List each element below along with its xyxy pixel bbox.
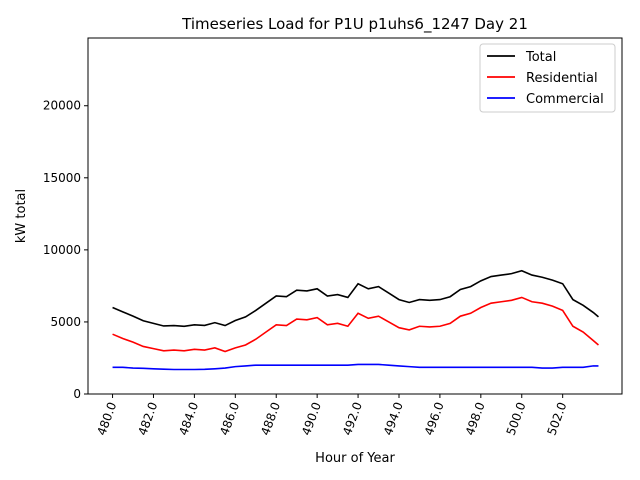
series-line-residential <box>112 296 599 353</box>
x-tick-label: 494.0 <box>381 400 406 437</box>
legend-label: Total <box>525 50 556 65</box>
x-tick-label: 496.0 <box>422 400 447 437</box>
x-tick-label: 486.0 <box>217 400 242 437</box>
series-line-total <box>112 269 599 328</box>
plot-frame <box>87 37 623 395</box>
series-line-commercial <box>112 363 599 371</box>
y-tick-label: 10000 <box>43 243 81 257</box>
x-tick-label: 482.0 <box>135 400 160 437</box>
x-tick-label: 492.0 <box>340 400 365 437</box>
y-tick-label: 0 <box>73 387 81 401</box>
x-axis-label: Hour of Year <box>315 451 395 466</box>
chart-title: Timeseries Load for P1U p1uhs6_1247 Day … <box>181 15 528 34</box>
legend-label: Residential <box>526 71 598 86</box>
y-tick-label: 20000 <box>43 99 81 113</box>
x-tick-label: 480.0 <box>94 400 119 437</box>
legend-label: Commercial <box>526 92 604 107</box>
x-tick-label: 488.0 <box>258 400 283 437</box>
x-tick-label: 490.0 <box>299 400 324 437</box>
x-tick-label: 498.0 <box>463 400 488 437</box>
legend-box <box>479 43 616 113</box>
x-tick-label: 484.0 <box>176 400 201 437</box>
y-tick-label: 15000 <box>43 171 81 185</box>
legend: Total Residential Commercial <box>479 43 616 113</box>
x-tick-label: 502.0 <box>545 400 570 437</box>
y-axis-label: kW total <box>14 189 29 243</box>
y-tick-label: 5000 <box>50 315 81 329</box>
x-tick-label: 500.0 <box>504 400 529 437</box>
